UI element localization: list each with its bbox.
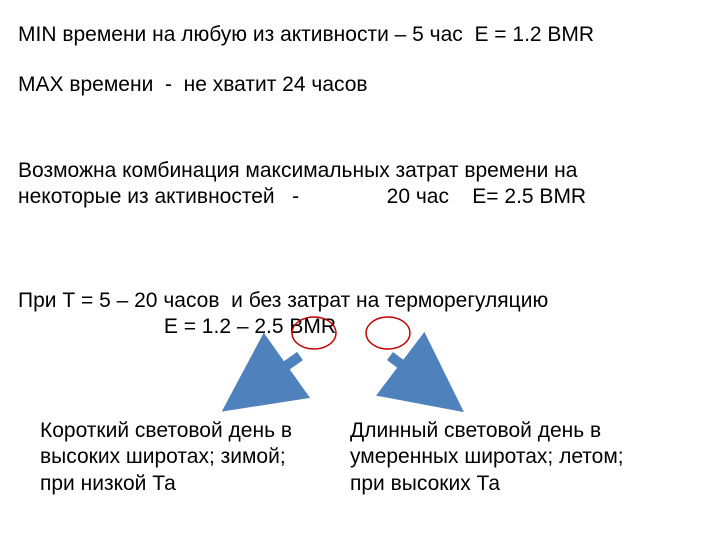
arrow-1 [390, 356, 448, 400]
caption-left: Короткий световой день в высоких широтах… [40, 418, 320, 497]
slide: MIN времени на любую из активности – 5 ч… [0, 0, 720, 540]
caption-right: Длинный световой день в умеренных широта… [350, 418, 650, 497]
text-max: MAX времени - не хватит 24 часов [18, 72, 368, 98]
arrows-group [238, 356, 448, 400]
text-combo-b: некоторые из активностей - 20 час Е= 2.5… [18, 184, 586, 210]
text-min: MIN времени на любую из активности – 5 ч… [18, 22, 594, 48]
highlight-ellipse-1 [366, 317, 410, 349]
arrow-0 [238, 356, 300, 400]
text-range-a: При Т = 5 – 20 часов и без затрат на тер… [18, 288, 548, 314]
text-range-b: Е = 1.2 – 2.5 BMR [18, 314, 336, 340]
text-combo-a: Возможна комбинация максимальных затрат … [18, 158, 577, 184]
